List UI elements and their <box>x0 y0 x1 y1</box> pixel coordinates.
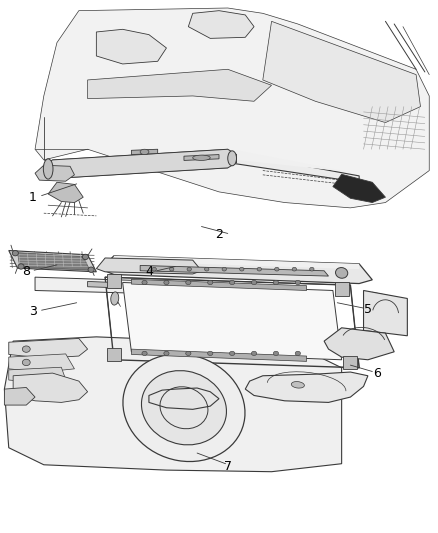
Text: 3: 3 <box>29 305 37 318</box>
Ellipse shape <box>22 359 30 366</box>
Ellipse shape <box>186 280 191 285</box>
Ellipse shape <box>111 292 119 305</box>
Polygon shape <box>48 182 83 203</box>
Ellipse shape <box>295 351 300 356</box>
Ellipse shape <box>43 159 53 179</box>
Ellipse shape <box>291 382 304 388</box>
Polygon shape <box>188 11 254 38</box>
Ellipse shape <box>273 351 279 356</box>
Polygon shape <box>140 265 328 276</box>
Polygon shape <box>88 69 272 101</box>
Ellipse shape <box>230 351 235 356</box>
Polygon shape <box>53 154 359 182</box>
Ellipse shape <box>18 264 24 269</box>
Polygon shape <box>9 354 74 372</box>
Bar <box>107 274 121 288</box>
Text: 8: 8 <box>22 265 30 278</box>
Text: 2: 2 <box>215 228 223 241</box>
Ellipse shape <box>170 268 174 271</box>
Ellipse shape <box>257 268 261 271</box>
Polygon shape <box>13 373 88 402</box>
Text: 5: 5 <box>364 303 372 316</box>
Ellipse shape <box>208 280 213 285</box>
Ellipse shape <box>164 280 169 285</box>
Ellipse shape <box>186 351 191 356</box>
Polygon shape <box>131 349 307 361</box>
Polygon shape <box>4 337 342 472</box>
Polygon shape <box>96 29 166 64</box>
Polygon shape <box>123 282 342 360</box>
Text: 4: 4 <box>145 265 153 278</box>
Ellipse shape <box>230 280 235 285</box>
Ellipse shape <box>240 268 244 271</box>
Ellipse shape <box>82 254 88 260</box>
Ellipse shape <box>292 268 297 271</box>
Polygon shape <box>9 367 66 382</box>
Ellipse shape <box>164 351 169 356</box>
Ellipse shape <box>205 268 209 271</box>
Polygon shape <box>44 149 237 179</box>
Polygon shape <box>9 338 88 358</box>
Ellipse shape <box>22 346 30 352</box>
Ellipse shape <box>88 267 94 272</box>
Polygon shape <box>35 8 429 208</box>
Polygon shape <box>35 277 175 294</box>
Ellipse shape <box>140 149 149 155</box>
Polygon shape <box>101 256 372 284</box>
Text: 1: 1 <box>29 191 37 204</box>
Ellipse shape <box>12 251 18 256</box>
Polygon shape <box>9 251 96 272</box>
Ellipse shape <box>251 351 257 356</box>
Ellipse shape <box>275 268 279 271</box>
Ellipse shape <box>222 268 226 271</box>
Polygon shape <box>96 258 201 274</box>
Ellipse shape <box>123 354 245 462</box>
Bar <box>343 356 357 369</box>
Ellipse shape <box>142 280 147 285</box>
Ellipse shape <box>228 151 237 166</box>
Text: 7: 7 <box>224 460 232 473</box>
Text: 6: 6 <box>373 367 381 379</box>
Ellipse shape <box>310 268 314 271</box>
Ellipse shape <box>336 268 348 278</box>
Ellipse shape <box>273 280 279 285</box>
Ellipse shape <box>141 370 226 445</box>
Ellipse shape <box>152 268 156 271</box>
Polygon shape <box>131 279 307 290</box>
Polygon shape <box>35 165 74 181</box>
Ellipse shape <box>193 155 210 160</box>
Bar <box>335 282 349 296</box>
Polygon shape <box>263 21 420 123</box>
Polygon shape <box>131 149 158 155</box>
Polygon shape <box>114 256 359 269</box>
Polygon shape <box>364 290 407 336</box>
Polygon shape <box>333 174 385 203</box>
Polygon shape <box>88 281 118 288</box>
Polygon shape <box>184 155 219 160</box>
Ellipse shape <box>187 268 191 271</box>
Polygon shape <box>245 372 368 402</box>
Polygon shape <box>324 328 394 360</box>
Bar <box>107 348 121 361</box>
Ellipse shape <box>295 280 300 285</box>
Polygon shape <box>18 253 90 270</box>
Ellipse shape <box>208 351 213 356</box>
Polygon shape <box>4 387 35 405</box>
Polygon shape <box>57 150 350 172</box>
Ellipse shape <box>142 351 147 356</box>
Ellipse shape <box>251 280 257 285</box>
